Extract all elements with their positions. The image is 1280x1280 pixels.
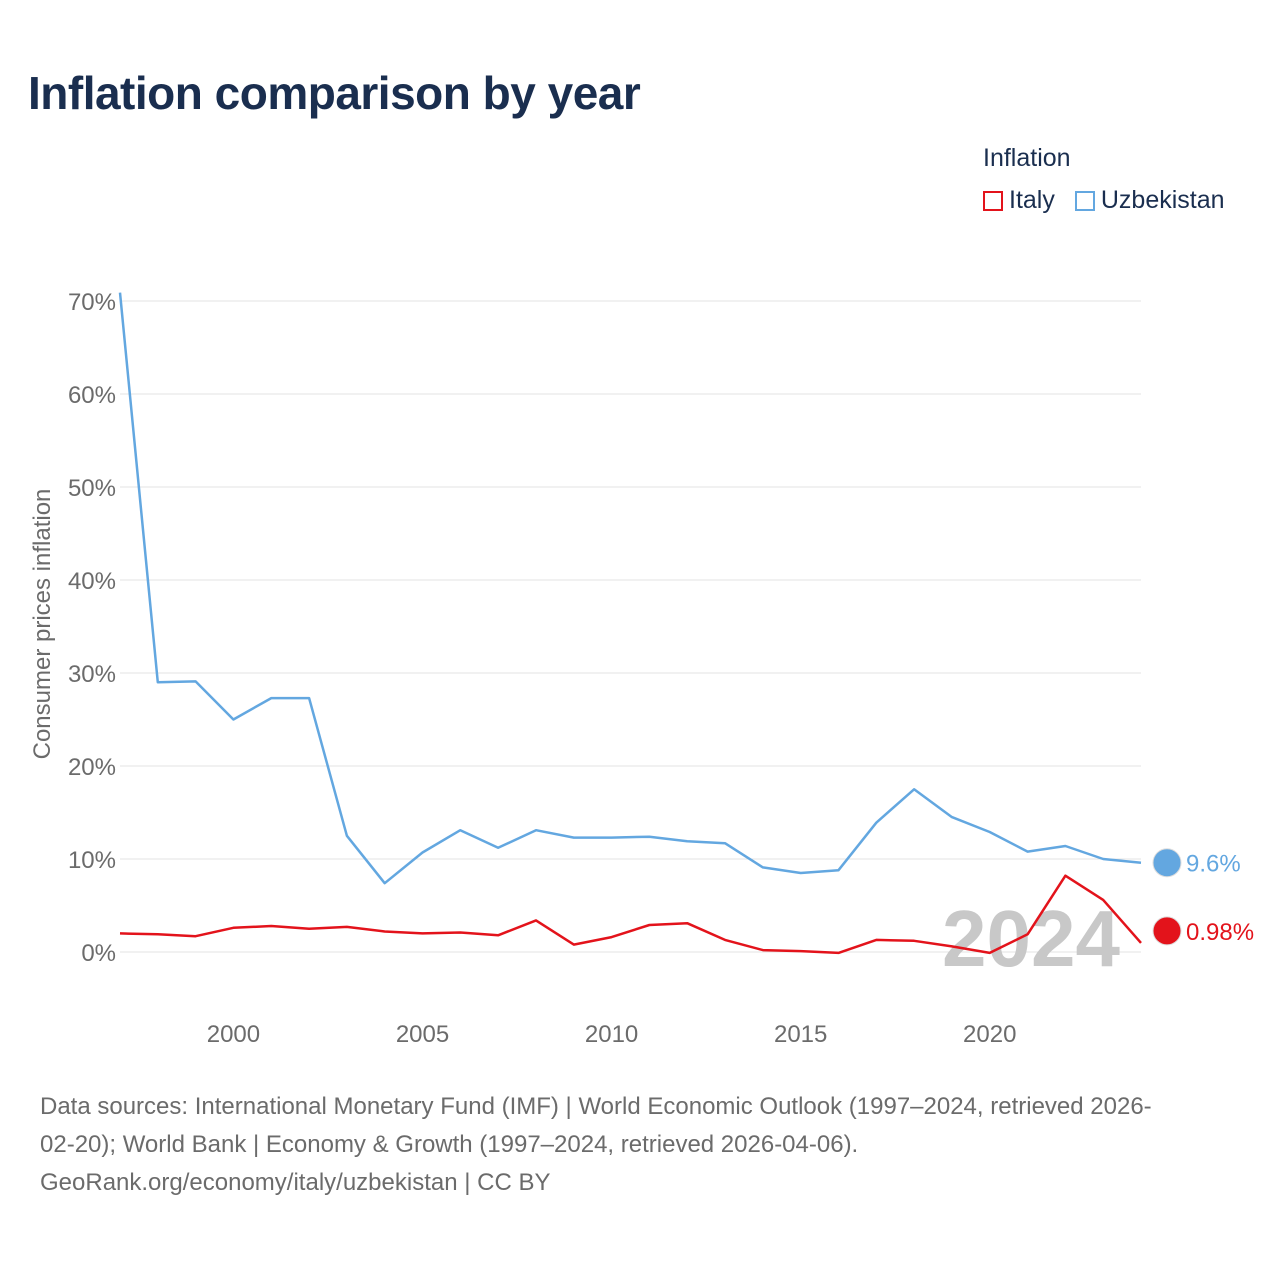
sources: Data sources: International Monetary Fun… xyxy=(40,1088,1250,1202)
end-labels: 9.6% 0.98% xyxy=(1152,848,1254,946)
legend-item-uzbekistan[interactable]: Uzbekistan xyxy=(1074,186,1225,215)
legend-item-italy[interactable]: Italy xyxy=(983,186,1055,215)
series-line-uzbekistan xyxy=(118,292,1142,885)
x-axis-ticks: 2000 2005 2010 2015 2020 xyxy=(207,1021,1017,1048)
legend-swatch-italy xyxy=(983,190,1003,211)
series-line-italy xyxy=(119,874,1142,955)
gridlines xyxy=(120,300,1141,953)
flag-marker-uzbekistan xyxy=(1152,848,1182,878)
y-tick-label-70: 70% xyxy=(68,289,116,316)
legend-swatch-uzbekistan xyxy=(1074,190,1095,211)
x-tick-label-2005: 2005 xyxy=(396,1021,449,1048)
flag-marker-italy xyxy=(1152,916,1182,946)
y-tick-label-30: 30% xyxy=(68,661,116,688)
end-label-italy: 0.98% xyxy=(1186,919,1254,946)
legend: Italy Uzbekistan xyxy=(983,186,1225,215)
end-label-uzbekistan: 9.6% xyxy=(1186,851,1241,878)
legend-title: Inflation xyxy=(983,144,1071,172)
y-axis-label: Consumer prices inflation xyxy=(29,489,56,760)
x-tick-label-2000: 2000 xyxy=(207,1021,260,1048)
y-tick-label-40: 40% xyxy=(68,568,116,595)
chart-title: Inflation comparison by year xyxy=(28,67,641,119)
x-tick-label-2020: 2020 xyxy=(963,1021,1016,1048)
legend-label-italy: Italy xyxy=(1009,186,1055,214)
y-tick-label-0: 0% xyxy=(81,940,116,967)
y-tick-label-20: 20% xyxy=(68,754,116,781)
y-axis-ticks: 0% 10% 20% 30% 40% 50% 60% 70% xyxy=(68,289,116,967)
year-annotation: 2024 xyxy=(942,894,1120,983)
sources-line-1: Data sources: International Monetary Fun… xyxy=(40,1093,1152,1120)
x-tick-label-2010: 2010 xyxy=(585,1021,638,1048)
sources-line-3[interactable]: GeoRank.org/economy/italy/uzbekistan | C… xyxy=(40,1169,551,1196)
y-tick-label-10: 10% xyxy=(68,847,116,874)
legend-label-uzbekistan: Uzbekistan xyxy=(1100,186,1225,214)
y-tick-label-60: 60% xyxy=(68,382,116,409)
line-chart: 0% 10% 20% 30% 40% 50% 60% 70% 2000 2005 2010 2015… xyxy=(29,289,1254,1048)
sources-line-2: 02-20); World Bank | Economy & Growth (1… xyxy=(40,1131,859,1158)
series-lines xyxy=(118,292,1142,955)
y-tick-label-50: 50% xyxy=(68,475,116,502)
x-tick-label-2015: 2015 xyxy=(774,1021,827,1048)
